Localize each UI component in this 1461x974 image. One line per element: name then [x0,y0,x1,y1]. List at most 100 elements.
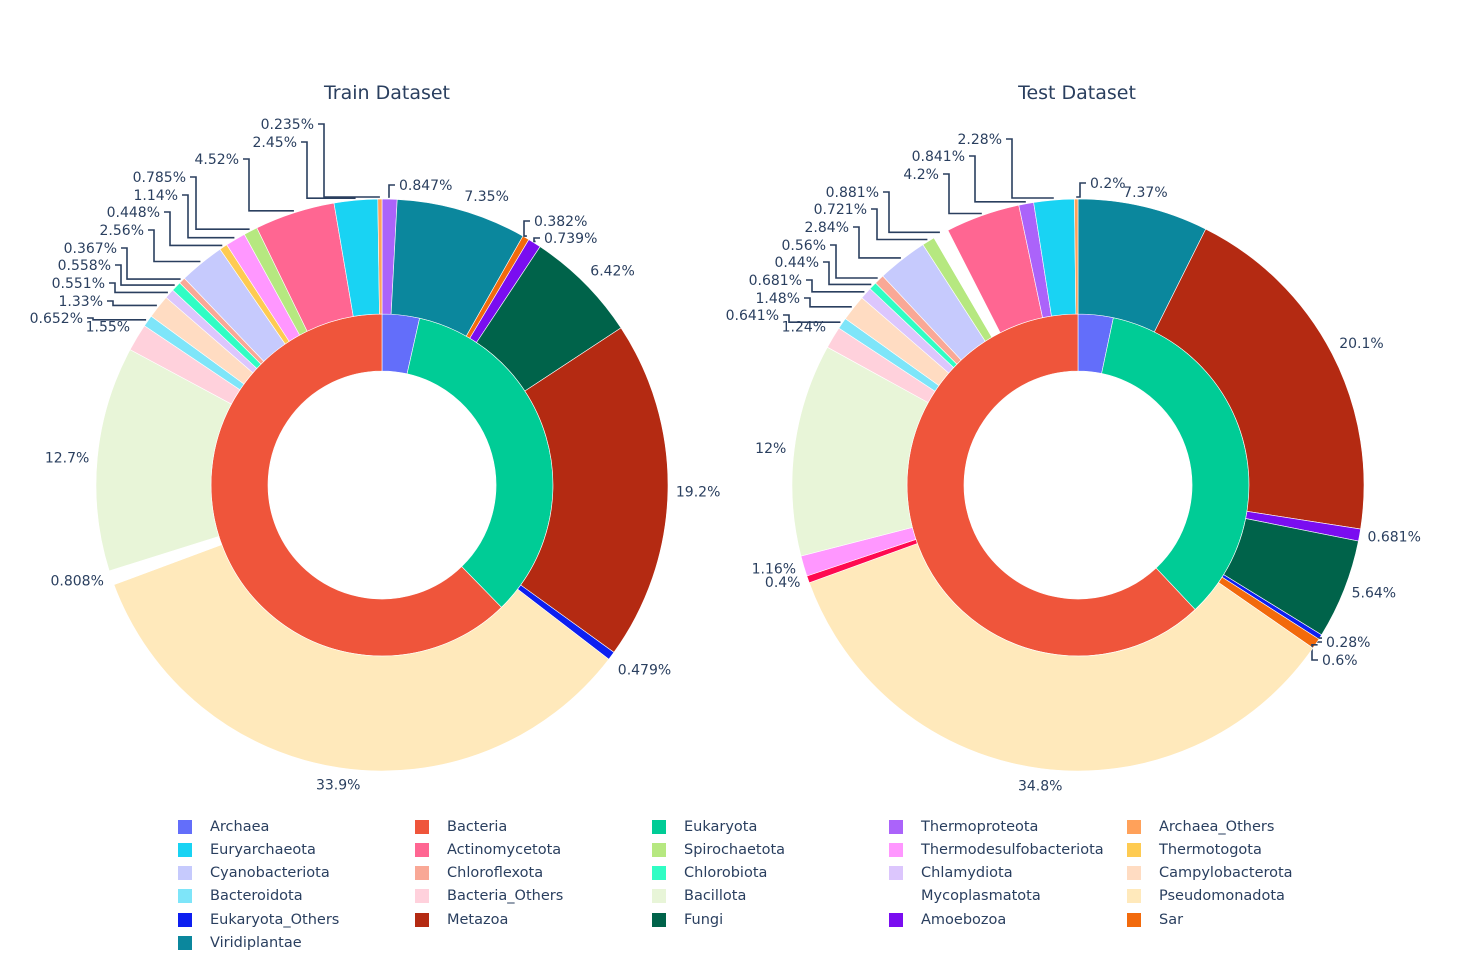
train-leader-spirochaetota [190,176,250,230]
train-label-fungi: 6.42% [590,264,634,280]
legend-item-mycoplasmatota[interactable]: Mycoplasmatota [889,886,1041,906]
train-leader-amoebozoa [533,237,540,243]
legend-swatch [415,913,429,927]
legend-item-chloroflexota[interactable]: Chloroflexota [415,863,543,883]
legend-item-thermodesulfobacteriota[interactable]: Thermodesulfobacteriota [889,840,1104,860]
legend-item-euryarchaeota[interactable]: Euryarchaeota [178,840,316,860]
train-label-sar: 0.382% [534,214,587,230]
legend-label: Chlorobiota [684,865,768,881]
test-label-eukaryota-others: 0.28% [1326,635,1370,651]
legend-item-spirochaetota[interactable]: Spirochaetota [652,840,785,860]
legend-item-campylobacterota[interactable]: Campylobacterota [1127,863,1293,883]
test-label-chlamydiota: 0.681% [749,273,802,289]
legend-label: Fungi [684,912,724,928]
train-outer-slice-pseudomonadota[interactable] [113,544,610,772]
test-outer-slice-pseudomonadota[interactable] [808,543,1314,772]
test-label-thermodesulfobacteriota: 1.16% [752,561,796,577]
legend-label: Archaea [210,819,270,835]
test-label-archaea-others: 0.2% [1090,176,1126,192]
test-label-cyanobacteriota: 2.84% [805,220,849,236]
legend-label: Bacteroidota [210,888,303,904]
train-label-archaea-others: 0.235% [261,117,314,133]
train-label-thermoproteota: 0.847% [399,178,452,194]
legend-item-eukaryota[interactable]: Eukaryota [652,817,757,837]
train-outer-slice-metazoa[interactable] [520,327,669,653]
train-label-actinomycetota: 4.52% [195,152,239,168]
legend-label: Bacillota [684,888,747,904]
train-leader-cyanobacteriota [148,229,201,263]
test-leader-mycoplasmatota [883,191,940,234]
train-leader-thermodesulfobacteriota [182,194,235,239]
train-label-campylobacterota: 1.33% [59,294,103,310]
legend-swatch [1127,820,1141,834]
train-outer-slice-archaea-others[interactable] [377,198,383,315]
legend-item-archaea-others[interactable]: Archaea_Others [1127,817,1274,837]
test-label-pseudomonadota: 34.8% [1018,779,1062,795]
test-label-mycoplasmatota: 0.881% [826,185,879,201]
legend-swatch [178,913,192,927]
legend-label: Pseudomonadota [1159,888,1285,904]
train-label-thermodesulfobacteriota: 1.14% [134,188,178,204]
train-label-eukaryota-others: 0.479% [618,663,671,679]
legend-item-amoebozoa[interactable]: Amoebozoa [889,910,1006,930]
test-label-thermoproteota: 0.841% [912,149,965,165]
legend-item-eukaryota-others[interactable]: Eukaryota_Others [178,910,339,930]
test-leader-chlorobiota [823,261,872,286]
test-label-chloroflexota: 0.56% [782,238,826,254]
legend-label: Thermodesulfobacteriota [921,842,1104,858]
test-leader-euryarchaeota [1006,138,1054,199]
legend-item-thermotogota[interactable]: Thermotogota [1127,840,1262,860]
legend-label: Viridiplantae [210,935,302,951]
legend-label: Mycoplasmatota [921,888,1041,904]
train-leader-chloroflexota [121,247,181,280]
legend-item-cyanobacteriota[interactable]: Cyanobacteriota [178,863,330,883]
legend-swatch [1127,913,1141,927]
train-leader-campylobacterota [107,300,157,307]
legend-swatch [415,820,429,834]
legend-label: Chloroflexota [447,865,544,881]
legend-item-fungi[interactable]: Fungi [652,910,723,930]
legend-swatch [889,866,903,880]
legend-item-chlamydiota[interactable]: Chlamydiota [889,863,1013,883]
legend-item-bacteria[interactable]: Bacteria [415,817,507,837]
train-label-chlamydiota: 0.551% [52,276,105,292]
legend-swatch [652,889,666,903]
legend-swatch [178,889,192,903]
legend-swatch [415,866,429,880]
legend-item-bacteria-others[interactable]: Bacteria_Others [415,886,563,906]
legend-item-metazoa[interactable]: Metazoa [415,910,508,930]
train-label-amoebozoa: 0.739% [544,231,597,247]
legend-item-bacteroidota[interactable]: Bacteroidota [178,886,303,906]
test-leader-thermoproteota [969,155,1026,203]
legend-item-chlorobiota[interactable]: Chlorobiota [652,863,767,883]
legend-item-archaea[interactable]: Archaea [178,817,269,837]
test-label-bacillota: 12% [755,441,786,457]
test-label-amoebozoa: 0.681% [1368,530,1421,546]
legend-label: Cyanobacteriota [210,865,330,881]
legend-label: Bacteria_Others [447,888,564,904]
train-label-spirochaetota: 0.785% [133,170,186,186]
test-outer-slice-archaea-others[interactable] [1074,198,1079,315]
legend-item-viridiplantae[interactable]: Viridiplantae [178,933,302,953]
legend-item-pseudomonadota[interactable]: Pseudomonadota [1127,886,1285,906]
legend-swatch [1127,843,1141,857]
test-label-bacteria-others: 1.24% [782,319,826,335]
legend-label: Sar [1159,912,1184,928]
train-label-cyanobacteriota: 2.56% [100,223,144,239]
train-leader-actinomycetota [243,158,294,212]
test-outer-slice-metazoa[interactable] [1153,228,1365,530]
legend-item-thermoproteota[interactable]: Thermoproteota [889,817,1038,837]
train-leader-chlamydiota [109,282,168,294]
legend-swatch [889,843,903,857]
legend-label: Campylobacterota [1159,865,1293,881]
legend-item-actinomycetota[interactable]: Actinomycetota [415,840,561,860]
legend-item-sar[interactable]: Sar [1127,910,1183,930]
legend-swatch [889,889,903,903]
legend-label: Eukaryota [684,819,758,835]
test-label-test-extra: 0.4% [765,575,801,591]
train-leader-thermoproteota [388,184,395,198]
legend-label: Metazoa [447,912,509,928]
legend-item-bacillota[interactable]: Bacillota [652,886,746,906]
